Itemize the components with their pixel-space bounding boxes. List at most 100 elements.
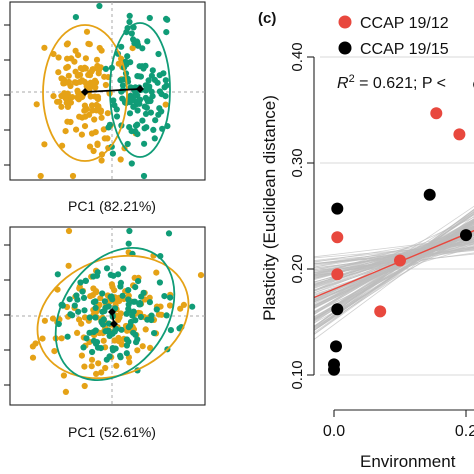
pca-top-point-teal [124, 53, 131, 60]
pca-top-point-orange [50, 93, 57, 100]
pca-bottom-point-teal [161, 293, 168, 300]
pca-top-point-orange [129, 45, 136, 52]
pca-bottom-point-teal [104, 328, 111, 335]
pca-bottom-point-teal [123, 336, 130, 343]
panel-c-point-ccap-19-15 [330, 340, 342, 353]
pca-bottom-point-orange [134, 347, 141, 354]
pca-bottom-point-teal [54, 271, 61, 278]
pca-bottom-point-teal [132, 284, 139, 291]
pca-bottom-point-teal [106, 353, 113, 360]
panel-c-bootstrap-line [313, 220, 474, 340]
pca-top-point-orange [64, 40, 71, 47]
pca-bottom-point-teal [153, 306, 160, 313]
pca-top-point-teal [134, 121, 141, 128]
panel-c-legend: CCAP 19/12 CCAP 19/15 [338, 15, 449, 58]
pca-top-point-teal [118, 43, 125, 50]
pca-top-point-orange [73, 126, 80, 133]
pca-top-point-orange [64, 79, 71, 86]
pca-bottom-point-orange [166, 302, 174, 309]
pca-top-point-orange [94, 96, 102, 103]
pca-top-point-orange [89, 107, 96, 114]
pca-bottom-point-orange [139, 343, 146, 350]
pca-top-point-teal [162, 77, 169, 84]
pca-bottom-point-orange [76, 316, 83, 323]
pca-top-point-orange [41, 44, 48, 51]
pca-bottom-point-teal [125, 287, 132, 294]
pca-bottom-point-orange [147, 344, 154, 351]
pca-top-point-teal [128, 97, 135, 104]
pca-top-point-orange [81, 123, 89, 130]
pca-bottom-point-teal [119, 292, 126, 299]
r2-symbol: R [337, 75, 349, 92]
pca-bottom-point-orange [93, 370, 100, 377]
pca-top-centroid-orange [81, 88, 89, 96]
pca-bottom-point-orange [113, 362, 120, 369]
panel-c-y-tick-label: 0.20 [289, 254, 306, 283]
pca-bottom-point-orange [177, 305, 184, 312]
pca-bottom-point-teal [66, 296, 73, 303]
panel-c-y-ticks: 0.100.200.300.400.50 [289, 42, 314, 390]
pca-top-point-orange [37, 172, 44, 180]
pca-top-point-orange [82, 55, 89, 62]
pca-top-point-teal [134, 42, 142, 49]
pca-top-point-teal [146, 14, 153, 22]
r2-superscript: 2 [349, 73, 355, 85]
pca-bottom-point-teal [123, 350, 130, 357]
panel-c-xlabel: Environment [360, 452, 456, 471]
pca-bottom-point-teal [81, 307, 88, 314]
pca-top-point-teal [155, 50, 162, 58]
pca-top-point-orange [64, 118, 71, 125]
pca-top-point-orange [91, 80, 98, 87]
panel-c-label: (c) [258, 10, 276, 27]
pca-top-point-orange [104, 110, 111, 117]
pca-top-point-teal [162, 93, 169, 100]
pca-top-point-teal [143, 124, 150, 131]
panel-c-point-ccap-19-12 [374, 305, 387, 318]
pca-bottom-point-orange [74, 329, 81, 336]
pca-top-point-orange [86, 143, 94, 150]
panel-c-point-ccap-19-12 [394, 254, 406, 267]
pca-top-point-teal [152, 117, 159, 124]
pca-top-point-teal [151, 135, 158, 142]
pca-top-point-teal [149, 67, 156, 74]
pca-top-point-orange [98, 114, 105, 121]
panel-c-bootstrap-line [313, 218, 474, 331]
pca-bottom-point-teal [165, 230, 173, 237]
panel-c-point-ccap-19-15 [331, 303, 344, 316]
pca-bottom-point-orange [65, 227, 73, 235]
pca-top-point-teal [142, 110, 150, 117]
pca-top-point-orange [72, 47, 79, 54]
pca-top-point-teal [140, 172, 148, 180]
panel-c-r2-annotation: R2 = 0.621; P < [337, 73, 446, 92]
pca-bottom-points [29, 227, 205, 395]
pca-top-point-teal [109, 150, 116, 157]
pca-top-point-orange [75, 96, 82, 103]
panel-c-bootstrap-band [313, 205, 474, 340]
pca-top-point-teal [126, 18, 133, 26]
pca-top-point-orange [69, 94, 76, 101]
pca-top-point-teal [140, 63, 147, 70]
pca-bottom-point-teal [129, 312, 136, 319]
pca-top-point-orange [86, 111, 93, 118]
pca-top-point-orange [41, 141, 48, 148]
pca-bottom-point-teal [167, 294, 174, 301]
pca-top-point-orange [71, 79, 79, 86]
pca-top-point-orange [98, 47, 105, 54]
pca-top-point-orange [86, 82, 93, 89]
pca-top-point-orange [64, 63, 71, 70]
pca-bottom-point-teal [109, 330, 116, 337]
pca-panel-top: PC1 (82.21%) [4, 1, 206, 214]
legend-label-ccap-19-15: CCAP 19/15 [360, 41, 449, 58]
pca-top-point-teal [164, 16, 171, 23]
panel-c-x-ticks: 0.0 0.2 [323, 410, 474, 440]
pca-top-point-teal [126, 110, 134, 117]
pca-bottom-point-teal [148, 312, 155, 319]
pca-top-point-orange [90, 66, 97, 73]
pca-bottom-point-orange [89, 292, 96, 299]
pca-bottom-point-orange [142, 326, 149, 333]
pca-bottom-point-orange [51, 348, 58, 355]
pca-panel-bottom: PC1 (52.61%) [4, 226, 206, 440]
pca-top-point-orange [79, 77, 86, 84]
pca-top-point-orange [65, 72, 72, 79]
pca-top-point-teal [144, 38, 151, 45]
